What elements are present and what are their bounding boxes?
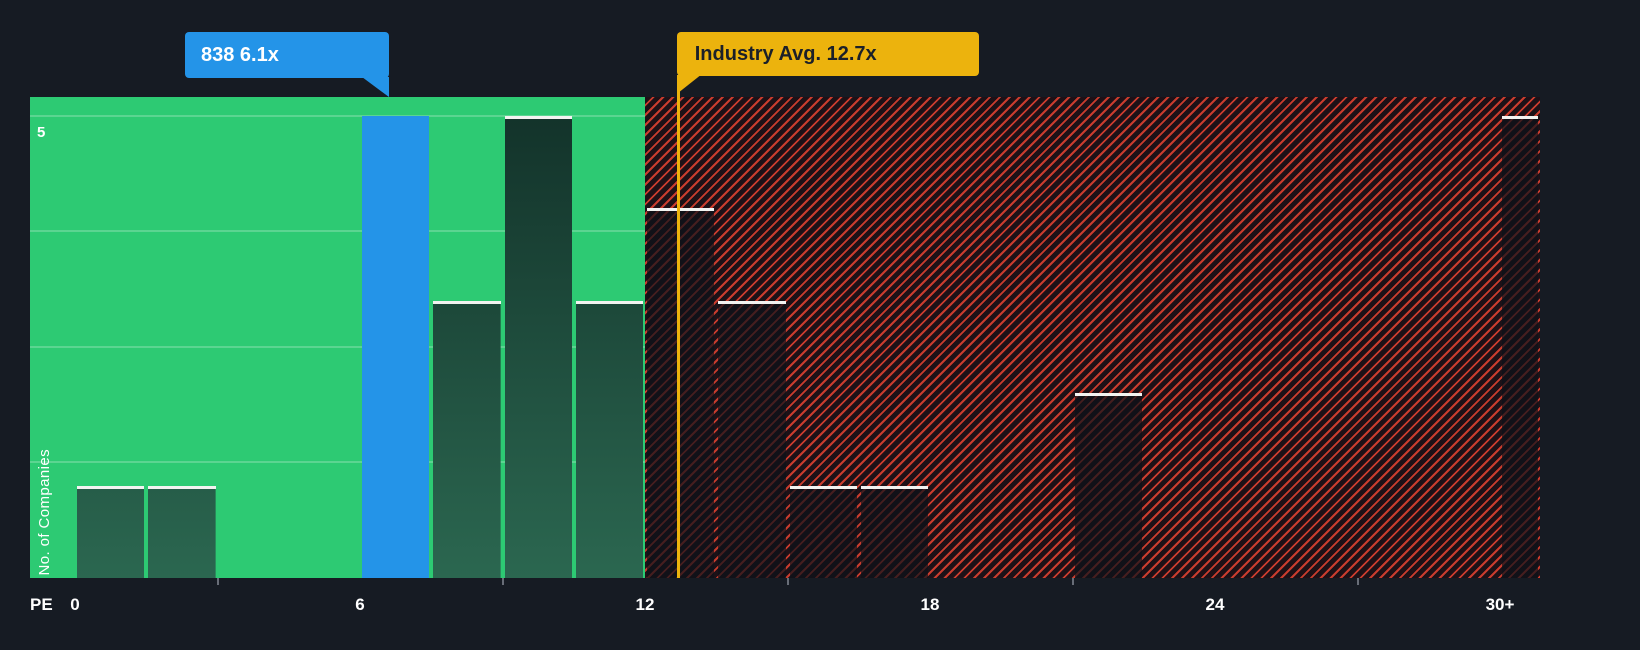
- x-axis-title: PE: [30, 595, 53, 614]
- gridline: [30, 230, 645, 233]
- histogram-bar[interactable]: [647, 208, 715, 578]
- bar-top-edge: [575, 300, 643, 304]
- bar-top-edge: [1502, 115, 1539, 119]
- gridline: [30, 345, 645, 348]
- histogram-bar[interactable]: [575, 300, 643, 578]
- histogram-bar[interactable]: [718, 300, 786, 578]
- x-axis-label-30+: 30+: [1485, 595, 1515, 614]
- grid-layer: [30, 97, 1540, 578]
- histogram-bar[interactable]: [433, 300, 501, 578]
- x-axis-label-6: 6: [355, 595, 365, 614]
- bar-top-edge: [789, 485, 857, 489]
- x-axis-minor-tick: [1071, 578, 1074, 585]
- zone-above-industry-average: [645, 97, 1540, 578]
- plot-area: 5 No. of Companies: [30, 97, 1540, 578]
- x-axis-label-24: 24: [1205, 595, 1225, 614]
- bar-top-edge: [433, 300, 501, 304]
- industry-callout-pointer: [676, 75, 701, 94]
- histogram-bar[interactable]: [362, 115, 430, 578]
- x-axis-label-0: 0: [70, 595, 80, 614]
- x-axis-minor-tick: [786, 578, 789, 585]
- company-callout-pointer: [362, 77, 389, 97]
- x-axis-minor-tick: [501, 578, 504, 585]
- histogram-bar[interactable]: [148, 485, 216, 578]
- y-axis-title: No. of Companies: [36, 448, 53, 575]
- histogram-bar[interactable]: [504, 115, 572, 578]
- bar-top-edge: [77, 485, 145, 489]
- histogram-bar[interactable]: [1074, 393, 1142, 578]
- industry-callout-label: Industry Avg. 12.7x: [694, 43, 877, 65]
- histogram-bar[interactable]: [860, 485, 928, 578]
- gridline: [30, 461, 645, 464]
- histogram-bar[interactable]: [1502, 115, 1539, 578]
- histogram-bar[interactable]: [789, 485, 857, 578]
- bar-top-edge: [148, 485, 216, 489]
- x-axis-label-18: 18: [920, 595, 940, 614]
- y-axis-tick-label: 5: [37, 123, 46, 141]
- histogram-bar[interactable]: [77, 485, 145, 578]
- gridline: [30, 114, 645, 117]
- x-axis-minor-tick: [1356, 578, 1359, 585]
- bar-top-edge: [1074, 393, 1142, 396]
- industry-callout[interactable]: Industry Avg. 12.7x: [676, 32, 979, 76]
- industry-avg-line: [676, 76, 680, 578]
- x-axis-minor-tick: [216, 578, 219, 585]
- company-callout-label: 838 6.1x: [201, 44, 279, 66]
- x-axis-label-12: 12: [635, 595, 655, 614]
- bar-top-edge: [860, 485, 928, 489]
- bar-top-edge: [718, 300, 786, 304]
- company-callout[interactable]: 838 6.1x: [185, 32, 389, 78]
- bar-top-edge: [647, 208, 715, 211]
- bars-layer: [30, 97, 1540, 578]
- bar-top-edge: [504, 115, 572, 119]
